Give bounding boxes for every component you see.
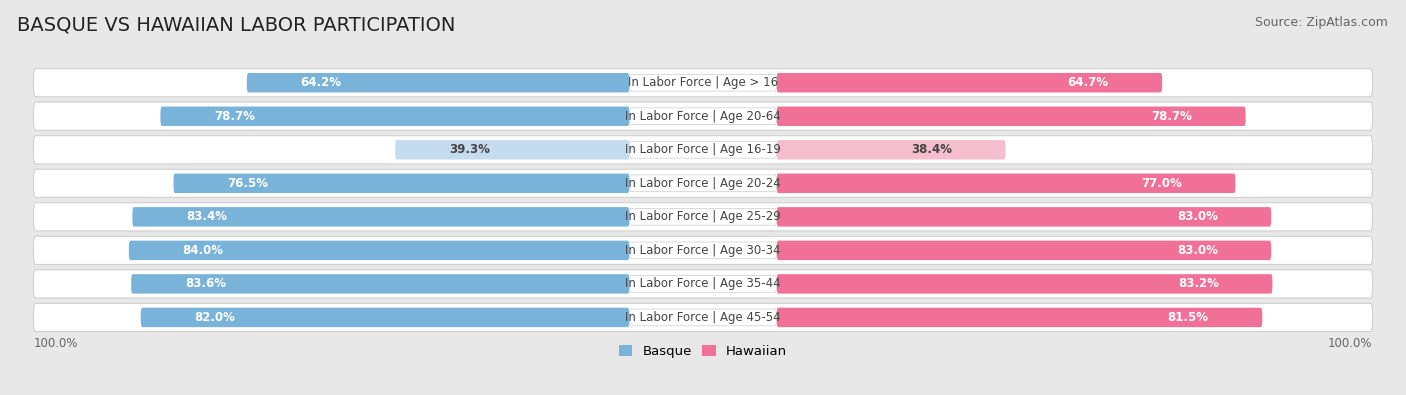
- FancyBboxPatch shape: [129, 241, 630, 260]
- FancyBboxPatch shape: [630, 242, 776, 259]
- FancyBboxPatch shape: [160, 107, 630, 126]
- FancyBboxPatch shape: [34, 303, 1372, 331]
- Text: 83.0%: 83.0%: [1177, 244, 1218, 257]
- FancyBboxPatch shape: [630, 108, 776, 125]
- FancyBboxPatch shape: [776, 241, 1271, 260]
- Text: 83.0%: 83.0%: [1177, 210, 1218, 223]
- Legend: Basque, Hawaiian: Basque, Hawaiian: [619, 345, 787, 358]
- FancyBboxPatch shape: [34, 102, 1372, 130]
- FancyBboxPatch shape: [630, 175, 776, 192]
- FancyBboxPatch shape: [395, 140, 630, 160]
- FancyBboxPatch shape: [173, 173, 630, 193]
- FancyBboxPatch shape: [776, 173, 1236, 193]
- FancyBboxPatch shape: [34, 169, 1372, 198]
- Text: 83.4%: 83.4%: [186, 210, 226, 223]
- Text: In Labor Force | Age 20-64: In Labor Force | Age 20-64: [626, 110, 780, 123]
- FancyBboxPatch shape: [776, 107, 1246, 126]
- Text: 78.7%: 78.7%: [1152, 110, 1192, 123]
- Text: In Labor Force | Age 25-29: In Labor Force | Age 25-29: [626, 210, 780, 223]
- Text: In Labor Force | Age > 16: In Labor Force | Age > 16: [628, 76, 778, 89]
- Text: 83.6%: 83.6%: [184, 277, 226, 290]
- FancyBboxPatch shape: [630, 141, 776, 158]
- Text: In Labor Force | Age 20-24: In Labor Force | Age 20-24: [626, 177, 780, 190]
- Text: Source: ZipAtlas.com: Source: ZipAtlas.com: [1254, 16, 1388, 29]
- Text: 81.5%: 81.5%: [1168, 311, 1209, 324]
- Text: 83.2%: 83.2%: [1178, 277, 1219, 290]
- FancyBboxPatch shape: [776, 140, 1005, 160]
- Text: 100.0%: 100.0%: [1329, 337, 1372, 350]
- FancyBboxPatch shape: [247, 73, 630, 92]
- Text: 82.0%: 82.0%: [194, 311, 235, 324]
- FancyBboxPatch shape: [630, 309, 776, 326]
- FancyBboxPatch shape: [34, 270, 1372, 298]
- FancyBboxPatch shape: [776, 207, 1271, 227]
- Text: 78.7%: 78.7%: [214, 110, 254, 123]
- FancyBboxPatch shape: [776, 308, 1263, 327]
- FancyBboxPatch shape: [34, 69, 1372, 97]
- Text: In Labor Force | Age 16-19: In Labor Force | Age 16-19: [626, 143, 780, 156]
- FancyBboxPatch shape: [132, 207, 630, 227]
- FancyBboxPatch shape: [34, 203, 1372, 231]
- FancyBboxPatch shape: [630, 209, 776, 225]
- Text: 100.0%: 100.0%: [34, 337, 77, 350]
- Text: 64.7%: 64.7%: [1067, 76, 1108, 89]
- Text: BASQUE VS HAWAIIAN LABOR PARTICIPATION: BASQUE VS HAWAIIAN LABOR PARTICIPATION: [17, 16, 456, 35]
- FancyBboxPatch shape: [776, 73, 1163, 92]
- Text: 64.2%: 64.2%: [301, 76, 342, 89]
- Text: 39.3%: 39.3%: [449, 143, 489, 156]
- FancyBboxPatch shape: [141, 308, 630, 327]
- FancyBboxPatch shape: [630, 276, 776, 292]
- FancyBboxPatch shape: [630, 74, 776, 91]
- FancyBboxPatch shape: [34, 136, 1372, 164]
- Text: 84.0%: 84.0%: [183, 244, 224, 257]
- FancyBboxPatch shape: [131, 274, 630, 293]
- Text: 76.5%: 76.5%: [226, 177, 269, 190]
- FancyBboxPatch shape: [776, 274, 1272, 293]
- FancyBboxPatch shape: [34, 236, 1372, 264]
- Text: 38.4%: 38.4%: [911, 143, 952, 156]
- Text: 77.0%: 77.0%: [1142, 177, 1182, 190]
- Text: In Labor Force | Age 30-34: In Labor Force | Age 30-34: [626, 244, 780, 257]
- Text: In Labor Force | Age 45-54: In Labor Force | Age 45-54: [626, 311, 780, 324]
- Text: In Labor Force | Age 35-44: In Labor Force | Age 35-44: [626, 277, 780, 290]
